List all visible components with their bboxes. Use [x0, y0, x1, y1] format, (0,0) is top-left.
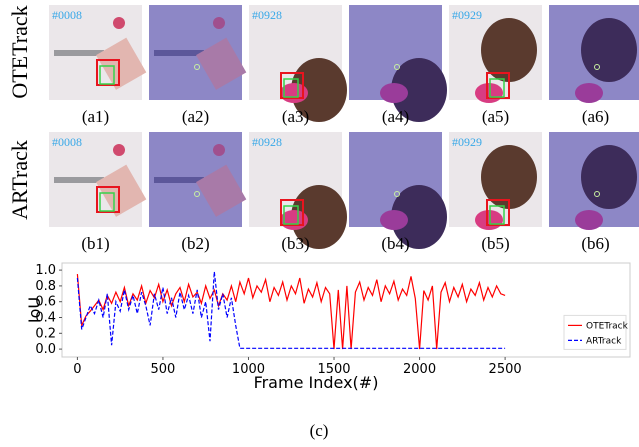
data-line [76, 274, 506, 350]
panel-caption: (a2) [182, 107, 209, 126]
ground-truth-box [99, 192, 115, 212]
x-tick-label: 500 [151, 362, 176, 377]
image-detail [291, 185, 347, 249]
image-detail [475, 83, 503, 103]
image-detail [475, 210, 503, 230]
ground-truth-box [283, 205, 299, 225]
tracking-box [96, 186, 120, 213]
image-detail [196, 37, 247, 90]
tracking-box [280, 199, 304, 226]
target-dot [594, 191, 600, 197]
image-detail [54, 50, 104, 56]
panel-caption: (b5) [481, 234, 509, 253]
ground-truth-box [489, 205, 505, 225]
panel-caption: (a4) [382, 107, 409, 126]
frame-number: #0008 [52, 8, 82, 22]
panel-caption: (b3) [281, 234, 309, 253]
x-tick-label: 2000 [403, 362, 436, 377]
tracking-box [280, 72, 304, 99]
y-axis-label: IoU [25, 297, 44, 323]
panel-caption: (a1) [82, 107, 109, 126]
target-dot [394, 191, 400, 197]
figure-caption: (c) [310, 421, 329, 440]
x-axis-label: Frame Index(#) [254, 373, 379, 392]
y-tick-label: 0.8 [35, 279, 56, 294]
panel-caption: (a3) [282, 107, 309, 126]
target-dot [394, 64, 400, 70]
data-line [76, 271, 506, 349]
image-detail [380, 83, 408, 103]
target-dot [194, 191, 200, 197]
frame-number: #0929 [452, 135, 482, 149]
frame-number: #0929 [452, 8, 482, 22]
image-detail [154, 177, 204, 183]
frame-number: #0928 [252, 8, 282, 22]
target-dot [194, 64, 200, 70]
image-detail [113, 144, 125, 156]
ground-truth-box [99, 65, 115, 85]
image-detail [391, 58, 447, 122]
tracking-box [486, 199, 510, 226]
row-label: OTETrack [7, 5, 32, 98]
ground-truth-box [489, 78, 505, 98]
y-tick-label: 0.2 [35, 326, 56, 341]
image-detail [581, 145, 637, 209]
target-dot [594, 64, 600, 70]
tracking-box [486, 72, 510, 99]
image-detail [213, 144, 225, 156]
panel-caption: (a6) [582, 107, 609, 126]
y-tick-label: 0.6 [35, 295, 56, 310]
legend-box [563, 314, 627, 350]
legend-label: OTETrack [586, 321, 629, 331]
x-tick-label: 0 [73, 362, 81, 377]
image-detail [113, 17, 125, 29]
image-detail [54, 177, 104, 183]
image-detail [96, 37, 147, 90]
image-detail [154, 50, 204, 56]
x-tick-label: 1500 [317, 362, 350, 377]
y-tick-label: 1.0 [35, 263, 56, 278]
panel-caption: (b2) [181, 234, 209, 253]
image-detail [575, 83, 603, 103]
y-tick-label: 0.0 [35, 342, 56, 357]
tracking-box [96, 59, 120, 86]
plot-frame [61, 262, 631, 358]
panel-caption: (b4) [381, 234, 409, 253]
x-tick-label: 2500 [489, 362, 522, 377]
panel-caption: (b1) [81, 234, 109, 253]
image-detail [575, 210, 603, 230]
frame-number: #0928 [252, 135, 282, 149]
image-detail [213, 17, 225, 29]
y-tick-label: 0.4 [35, 311, 56, 326]
frame-number: #0008 [52, 135, 82, 149]
image-detail [96, 164, 147, 217]
row-label: ARTrack [7, 140, 32, 220]
image-detail [291, 58, 347, 122]
x-tick-label: 1000 [232, 362, 265, 377]
image-detail [196, 164, 247, 217]
ground-truth-box [283, 78, 299, 98]
image-detail [481, 145, 537, 209]
legend-label: ARTrack [586, 336, 622, 346]
image-detail [481, 18, 537, 82]
image-detail [380, 210, 408, 230]
panel-caption: (b6) [581, 234, 609, 253]
panel-caption: (a5) [482, 107, 509, 126]
image-detail [581, 18, 637, 82]
image-detail [391, 185, 447, 249]
